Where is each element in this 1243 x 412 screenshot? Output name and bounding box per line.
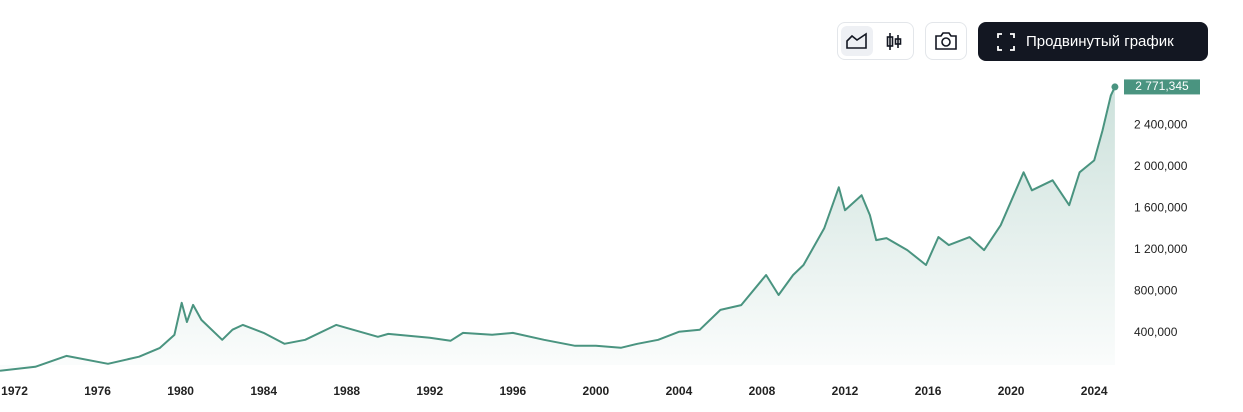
x-tick-label: 1980 [167, 384, 194, 398]
x-tick-label: 2004 [666, 384, 693, 398]
y-tick-label: 2 000,000 [1134, 159, 1188, 173]
advanced-chart-button[interactable]: Продвинутый график [978, 22, 1208, 61]
candle-icon[interactable] [886, 33, 902, 50]
price-line [0, 86, 1116, 372]
camera-icon [935, 32, 957, 50]
x-tick-label: 2008 [749, 384, 776, 398]
area-icon[interactable] [846, 32, 867, 49]
chart-type-icons [841, 26, 902, 56]
x-tick-label: 1992 [416, 384, 443, 398]
price-label: 2 771,345 [1135, 79, 1189, 93]
y-tick-label: 400,000 [1134, 325, 1178, 339]
x-tick-label: 1988 [333, 384, 360, 398]
y-tick-label: 800,000 [1134, 284, 1178, 298]
chart-type-group [837, 22, 914, 60]
x-tick-label: 2012 [832, 384, 859, 398]
x-tick-label: 1976 [84, 384, 111, 398]
x-tick-label: 1984 [250, 384, 277, 398]
x-tick-label: 2000 [583, 384, 610, 398]
y-tick-label: 1 200,000 [1134, 242, 1188, 256]
active-bg [841, 26, 873, 56]
x-tick-label: 1996 [499, 384, 526, 398]
x-tick-label: 2016 [915, 384, 942, 398]
y-tick-label: 2 400,000 [1134, 118, 1188, 132]
screenshot-button[interactable] [925, 22, 967, 60]
button-label: Продвинутый график [1026, 33, 1174, 50]
x-tick-label: 2024 [1081, 384, 1108, 398]
area-fill [0, 86, 1115, 371]
price-tag [1124, 79, 1200, 95]
x-tick-label: 2020 [998, 384, 1025, 398]
fullscreen-icon [997, 33, 1015, 51]
y-tick-label: 1 600,000 [1134, 201, 1188, 215]
x-tick-label: 1972 [1, 384, 28, 398]
last-point [1111, 83, 1119, 91]
